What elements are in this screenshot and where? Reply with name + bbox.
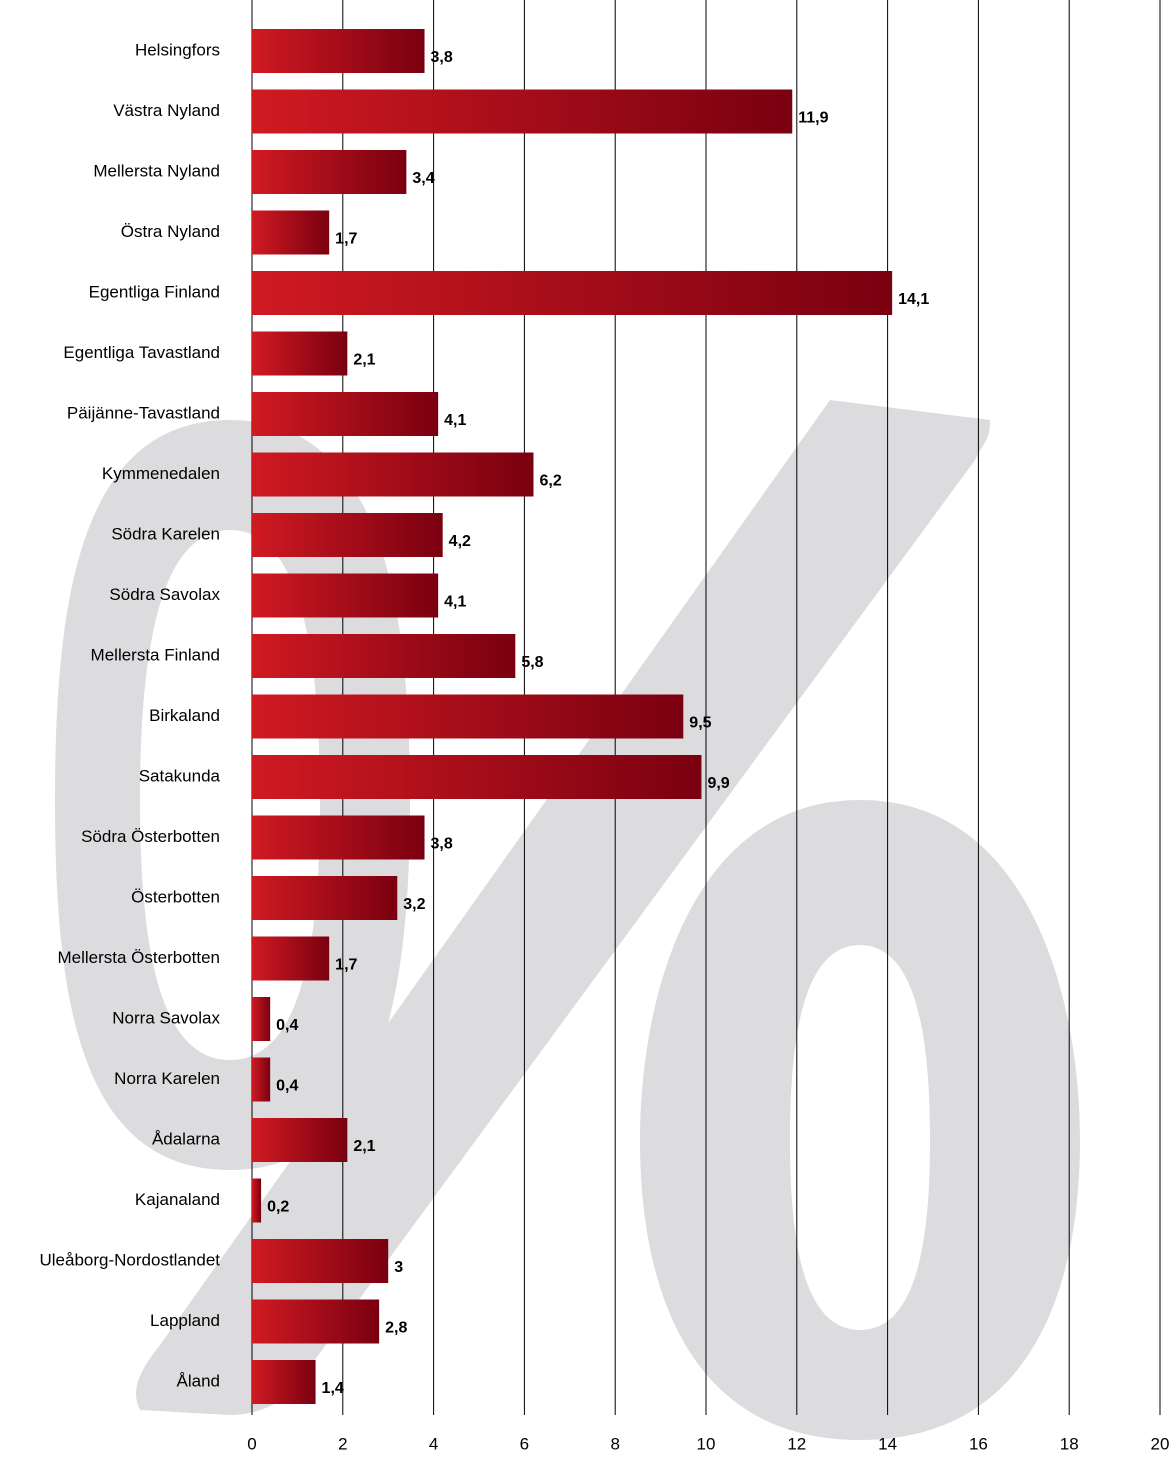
value-label: 3,8 <box>431 836 453 853</box>
x-tick-label: 12 <box>787 1434 806 1453</box>
bar <box>252 1360 316 1404</box>
value-label: 2,8 <box>385 1320 407 1337</box>
value-label: 11,9 <box>798 110 828 127</box>
y-tick-label: Uleåborg-Nordostlandet <box>40 1250 221 1269</box>
x-tick-label: 6 <box>520 1434 529 1453</box>
value-label: 1,4 <box>322 1380 344 1397</box>
bar <box>252 876 398 920</box>
bar <box>252 755 702 799</box>
y-tick-label: Ådalarna <box>152 1129 221 1148</box>
y-tick-label: Norra Karelen <box>114 1069 220 1088</box>
x-tick-label: 4 <box>429 1434 438 1453</box>
value-label: 1,7 <box>335 231 357 248</box>
y-tick-label: Västra Nyland <box>113 101 220 120</box>
bar <box>252 997 271 1041</box>
y-tick-label: Norra Savolax <box>112 1008 220 1027</box>
value-label: 4,1 <box>444 412 466 429</box>
value-label: 2,1 <box>353 352 375 369</box>
bar <box>252 936 330 981</box>
y-tick-label: Södra Karelen <box>111 524 220 543</box>
y-tick-label: Satakunda <box>139 766 221 785</box>
y-tick-label: Helsingfors <box>135 40 220 59</box>
bar <box>252 392 439 436</box>
y-tick-label: Birkaland <box>149 706 220 725</box>
percent-watermark <box>55 400 1080 1440</box>
y-tick-label: Österbotten <box>131 887 220 906</box>
value-label: 9,5 <box>689 715 711 732</box>
x-tick-label: 16 <box>969 1434 988 1453</box>
x-tick-label: 8 <box>610 1434 619 1453</box>
bar <box>252 452 534 497</box>
bar <box>252 150 407 194</box>
value-label: 0,4 <box>276 1017 298 1034</box>
bar <box>252 1178 262 1223</box>
bar <box>252 1239 389 1283</box>
bar <box>252 694 684 739</box>
y-tick-label: Lappland <box>150 1311 220 1330</box>
bar <box>252 513 443 557</box>
value-label: 14,1 <box>898 291 929 308</box>
bar <box>252 210 330 255</box>
x-tick-label: 18 <box>1060 1434 1079 1453</box>
x-tick-label: 20 <box>1151 1434 1170 1453</box>
y-tick-label: Egentliga Finland <box>89 282 220 301</box>
bar <box>252 89 793 134</box>
bar <box>252 1057 271 1102</box>
value-label: 2,1 <box>353 1138 375 1155</box>
bar <box>252 815 425 860</box>
bar <box>252 573 439 618</box>
value-label: 1,7 <box>335 957 357 974</box>
bar <box>252 634 516 678</box>
y-tick-label: Kymmenedalen <box>102 464 220 483</box>
x-tick-label: 10 <box>697 1434 716 1453</box>
y-tick-label: Södra Österbotten <box>81 827 220 846</box>
y-tick-label: Östra Nyland <box>121 222 220 241</box>
y-tick-label: Mellersta Finland <box>91 645 220 664</box>
value-label: 3 <box>394 1259 403 1276</box>
bar <box>252 1299 380 1344</box>
value-label: 9,9 <box>707 775 729 792</box>
x-tick-label: 14 <box>878 1434 897 1453</box>
value-label: 5,8 <box>521 654 543 671</box>
y-tick-label: Mellersta Österbotten <box>57 948 220 967</box>
y-tick-label: Kajanaland <box>135 1190 220 1209</box>
x-tick-label: 0 <box>247 1434 256 1453</box>
value-label: 0,2 <box>267 1199 289 1216</box>
y-tick-label: Egentliga Tavastland <box>63 343 220 362</box>
value-label: 4,1 <box>444 594 466 611</box>
bar <box>252 29 425 73</box>
bar <box>252 331 348 376</box>
value-label: 3,4 <box>412 170 434 187</box>
x-tick-label: 2 <box>338 1434 347 1453</box>
value-label: 3,2 <box>403 896 425 913</box>
y-tick-label: Mellersta Nyland <box>93 161 220 180</box>
bar <box>252 271 893 315</box>
value-label: 0,4 <box>276 1078 298 1095</box>
value-label: 3,8 <box>431 49 453 66</box>
value-label: 6,2 <box>539 473 561 490</box>
y-tick-label: Åland <box>177 1371 220 1390</box>
value-label: 4,2 <box>449 533 471 550</box>
y-tick-label: Södra Savolax <box>109 585 220 604</box>
bar <box>252 1118 348 1162</box>
y-tick-label: Päijänne-Tavastland <box>67 403 220 422</box>
